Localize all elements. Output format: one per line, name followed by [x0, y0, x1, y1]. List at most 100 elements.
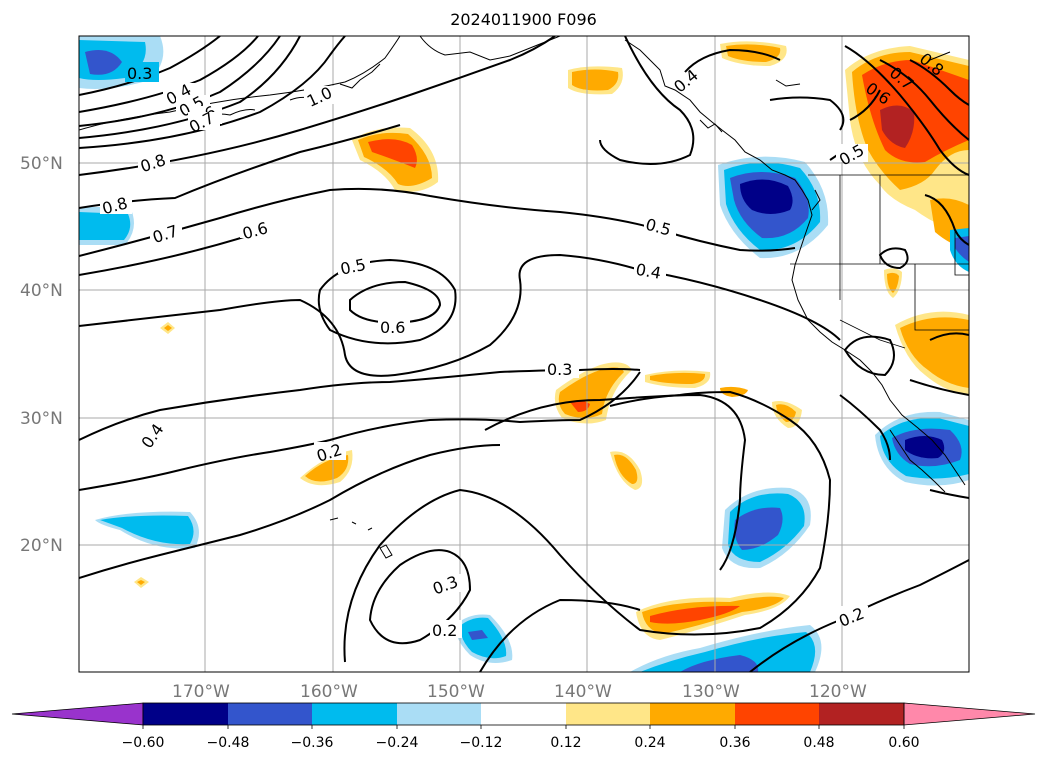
positive-anomaly-area: [305, 455, 349, 482]
contour-label: 0.6: [380, 318, 405, 337]
contour-line: [79, 36, 301, 139]
positive-anomaly-area: [887, 272, 899, 293]
colorbar-tick-label: −0.60: [122, 735, 165, 751]
negative-anomaly-area: [100, 515, 194, 545]
contour-line: [879, 59, 969, 141]
colorbar-segment: [312, 703, 397, 725]
positive-anomaly-area: [572, 69, 619, 91]
contour-line: [343, 390, 832, 663]
positive-anomaly-area: [164, 325, 172, 331]
contour-line: [684, 48, 781, 73]
contour-line: [79, 36, 346, 149]
contour-line: [843, 335, 895, 377]
contour-line: [599, 36, 695, 165]
colorbar-segment: [819, 703, 904, 725]
negative-anomaly-area: [640, 632, 816, 672]
contour-line: [79, 253, 841, 377]
contour-line: [79, 36, 556, 176]
contour-label: 0.3: [127, 64, 152, 83]
contour-line: [317, 258, 457, 345]
colorbar-extend-low: [11, 702, 144, 726]
contour-line: [79, 36, 259, 113]
lon-label: 170°W: [172, 682, 230, 702]
contour-label: 0.4: [670, 66, 702, 97]
map-title: 2024011900 F096: [450, 10, 597, 29]
colorbar-tick-label: 0.24: [634, 735, 665, 751]
lat-label: 30°N: [20, 409, 63, 429]
positive-anomaly-area: [900, 317, 969, 388]
positive-anomaly-area: [650, 372, 706, 384]
positive-anomaly-area: [726, 44, 781, 62]
contour-label: 0.2: [432, 621, 457, 640]
contour-line: [924, 194, 969, 246]
contour-line: [79, 36, 221, 96]
contour-label: 0.5: [339, 255, 368, 279]
positive-anomaly-area: [614, 454, 638, 484]
negative-anomaly-area: [85, 49, 122, 75]
contour-line: [929, 332, 969, 341]
contour-line: [878, 247, 909, 270]
negative-anomaly-area: [734, 507, 783, 550]
contour-label-group: 0.3 0.4 0.5 0.6 0.7 1.0 0.8 0.8 0.7 0.6 …: [100, 49, 948, 640]
contour-line: [929, 489, 969, 499]
lon-label: 140°W: [554, 682, 612, 702]
positive-anomaly-area: [368, 139, 417, 168]
colorbar-segment: [481, 703, 566, 725]
negative-anomaly-area: [905, 436, 945, 459]
contour-line: [79, 231, 261, 276]
contour-line: [368, 549, 472, 645]
colorbar-segment: [143, 703, 228, 725]
contour-line: [769, 96, 845, 131]
positive-anomaly-area: [650, 605, 740, 624]
contour-line: [79, 36, 281, 127]
colorbar-tick-label: −0.12: [460, 735, 503, 751]
negative-anomaly-area: [740, 179, 793, 214]
colorbar-tick-label: −0.36: [291, 735, 334, 751]
lat-label: 50°N: [20, 154, 63, 174]
contour-line: [484, 393, 747, 571]
colorbar-extend-high: [903, 702, 1036, 726]
contour-line: [79, 444, 501, 579]
negative-anomaly-area: [79, 212, 131, 240]
colorbar-segment: [397, 703, 481, 725]
contour-label: 0.4: [137, 420, 167, 452]
colorbar: −0.60 −0.48 −0.36 −0.24 −0.12 0.12 0.24 …: [11, 702, 1036, 751]
latitude-labels: 50°N 40°N 30°N 20°N: [20, 154, 63, 556]
contour-line: [909, 59, 969, 106]
lat-label: 40°N: [20, 281, 63, 301]
colorbar-tick-label: −0.24: [376, 735, 419, 751]
positive-anomaly-area: [880, 105, 915, 148]
positive-anomaly-area: [137, 580, 145, 585]
contour-lines: [79, 36, 969, 672]
filled-anomalies: [79, 36, 969, 672]
colorbar-tick-label: 0.12: [550, 735, 581, 751]
contour-line: [79, 371, 641, 491]
contour-label: 0.3: [547, 360, 572, 379]
contour-line: [844, 45, 969, 176]
negative-anomaly-area: [680, 655, 759, 672]
contour-line: [349, 280, 442, 324]
colorbar-tick-label: 0.60: [888, 735, 919, 751]
colorbar-tick-label: 0.36: [719, 735, 750, 751]
lon-label: 120°W: [809, 682, 867, 702]
coastlines: [79, 36, 966, 559]
colorbar-segment: [566, 703, 650, 725]
lon-label: 150°W: [427, 682, 485, 702]
colorbar-segment: [228, 703, 312, 725]
contour-line: [79, 124, 401, 209]
colorbar-tick-label: −0.48: [207, 735, 250, 751]
contour-line: [909, 379, 969, 396]
contour-line: [839, 394, 891, 461]
contour-line: [79, 187, 796, 257]
contour-label: 0.4: [634, 260, 662, 283]
colorbar-tick-label: 0.48: [803, 735, 834, 751]
lon-label: 160°W: [300, 682, 358, 702]
political-borders: [790, 174, 969, 349]
negative-anomaly-area: [468, 630, 488, 640]
colorbar-segment: [650, 703, 735, 725]
longitude-labels: 170°W 160°W 150°W 140°W 130°W 120°W: [172, 682, 867, 702]
lat-label: 20°N: [20, 536, 63, 556]
contour-line: [849, 89, 881, 121]
contour-line: [479, 598, 641, 672]
